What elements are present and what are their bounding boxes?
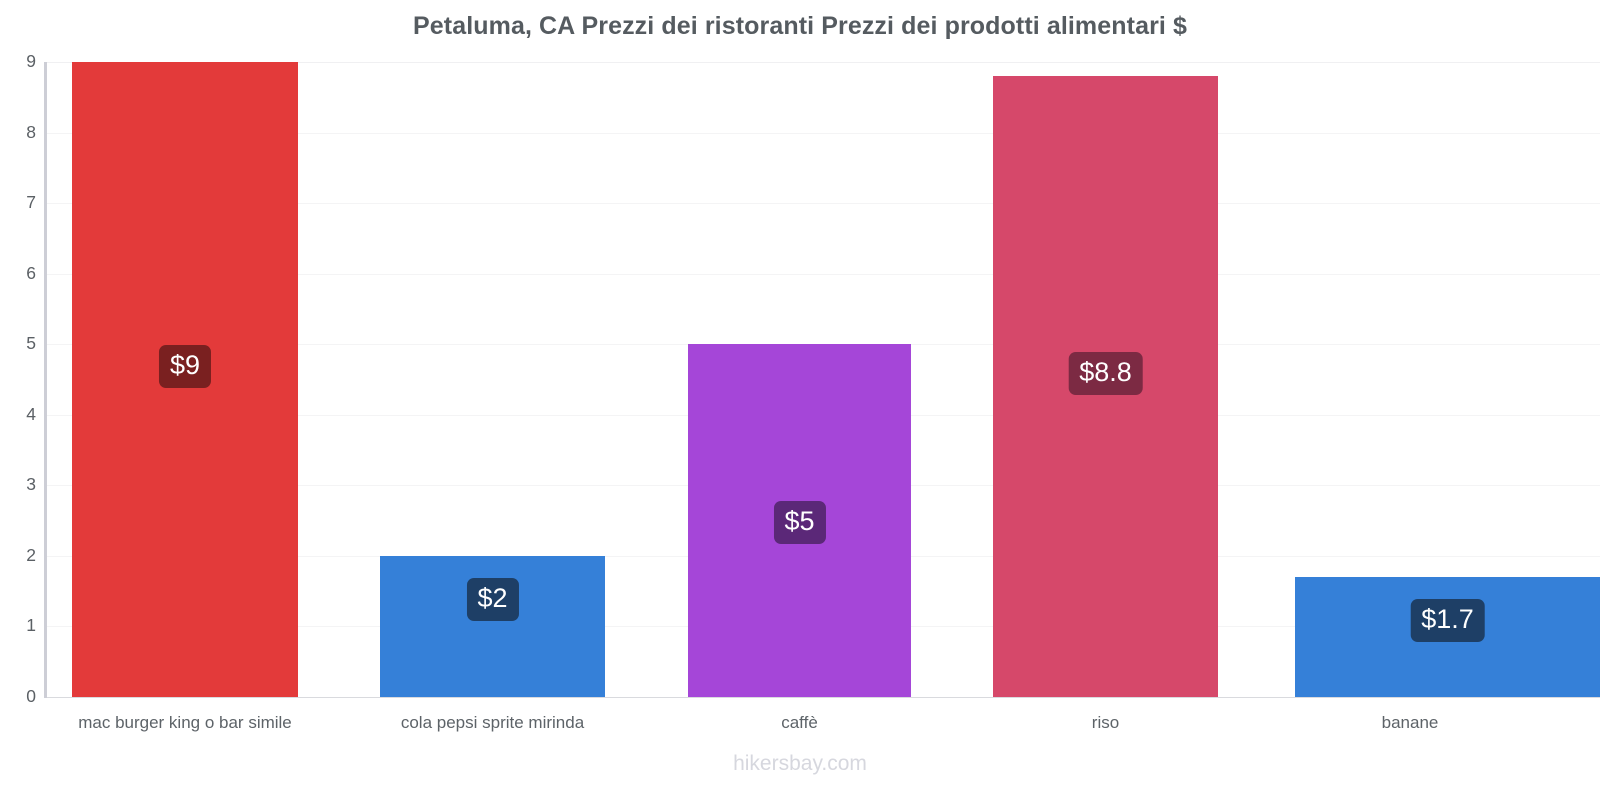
y-tick-label: 7	[26, 192, 36, 213]
y-tick-label: 8	[26, 121, 36, 142]
bar-value-label: $1.7	[1410, 599, 1485, 643]
x-axis-label: banane	[1381, 713, 1439, 732]
bar-value-label: $2	[466, 577, 519, 621]
x-axis-label: cola pepsi sprite mirinda	[400, 713, 585, 732]
y-tick-label: 1	[26, 615, 36, 636]
bar-value-label: $8.8	[1068, 352, 1143, 396]
bar-value-label: $5	[773, 501, 826, 545]
bar[interactable]: $8.8	[993, 76, 1218, 697]
watermark: hikersbay.com	[733, 752, 867, 775]
y-tick-label: 5	[26, 333, 36, 354]
bar[interactable]: $5	[688, 344, 911, 697]
y-tick-label: 2	[26, 544, 36, 565]
plot-area: 0 1 2 3 4 5 6 7 8 9 $9 $2 $5 $8.8 $1.7	[26, 52, 1600, 705]
y-tick-label: 4	[26, 403, 36, 424]
gridline-8	[44, 132, 1600, 134]
gridline-9	[44, 62, 1600, 63]
y-tick-label: 3	[26, 474, 36, 495]
x-axis-label: riso	[1091, 713, 1120, 732]
bar[interactable]: $9	[72, 62, 298, 697]
y-tick-label: 0	[26, 686, 36, 706]
x-axis-label: caffè	[781, 713, 818, 732]
y-tick-label: 6	[26, 262, 36, 283]
gridline-6	[44, 273, 1600, 275]
gridline-7	[44, 203, 1600, 205]
bar[interactable]: $1.7	[1295, 577, 1600, 697]
bar-value-label: $9	[158, 344, 212, 388]
chart-title: Petaluma, CA Prezzi dei ristoranti Prezz…	[412, 12, 1187, 40]
x-axis-label: mac burger king o bar simile	[78, 713, 292, 732]
gridline-0	[44, 697, 1600, 698]
y-axis-line	[44, 62, 47, 698]
y-tick-label: 9	[26, 51, 36, 71]
bar[interactable]: $2	[380, 555, 605, 697]
